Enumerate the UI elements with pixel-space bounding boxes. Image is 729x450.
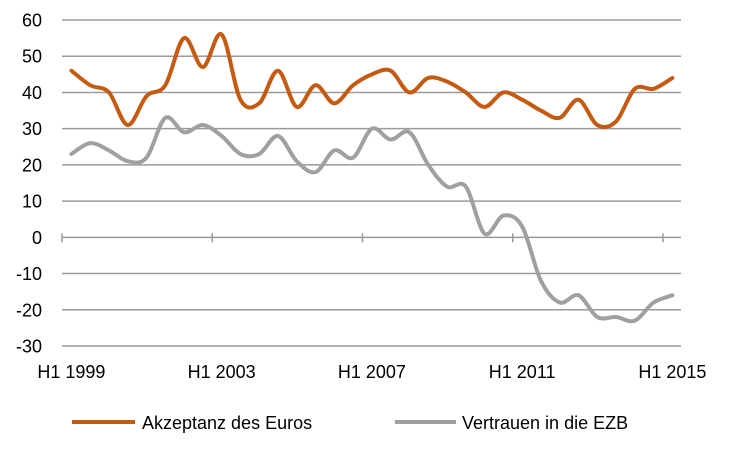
legend-item-vertrauen[interactable]: Vertrauen in die EZB [395,413,628,433]
y-tick-label: -10 [16,264,42,284]
x-tick-label: H1 2015 [638,362,706,382]
x-tick-label: H1 2003 [188,362,256,382]
legend: Akzeptanz des Euros Vertrauen in die EZB [72,413,628,433]
gridlines [62,19,681,347]
series-line-vertrauen [69,115,675,324]
plot-area [69,32,675,324]
y-tick-label: 40 [22,83,42,103]
y-tick-label: 20 [22,155,42,175]
series-line-akzeptanz [69,32,675,130]
y-tick-label: 10 [22,192,42,212]
y-tick-label: -30 [16,337,42,357]
legend-label-vertrauen: Vertrauen in die EZB [462,413,628,433]
y-tick-label: 30 [22,119,42,139]
x-tick-label: H1 2007 [338,362,406,382]
y-tick-label: 0 [32,228,42,248]
legend-item-akzeptanz[interactable]: Akzeptanz des Euros [72,413,312,433]
y-tick-label: 50 [22,47,42,67]
x-tick-label: H1 2011 [489,362,556,382]
legend-label-akzeptanz: Akzeptanz des Euros [142,413,312,433]
y-tick-label: -20 [16,300,42,320]
x-axis: H1 1999 H1 2003 H1 2007 H1 2011 H1 2015 [37,233,706,382]
x-tick-label: H1 1999 [37,362,105,382]
y-tick-label: 60 [22,11,42,31]
y-axis: 60 50 40 30 20 10 0 -10 -20 -30 [16,11,42,357]
